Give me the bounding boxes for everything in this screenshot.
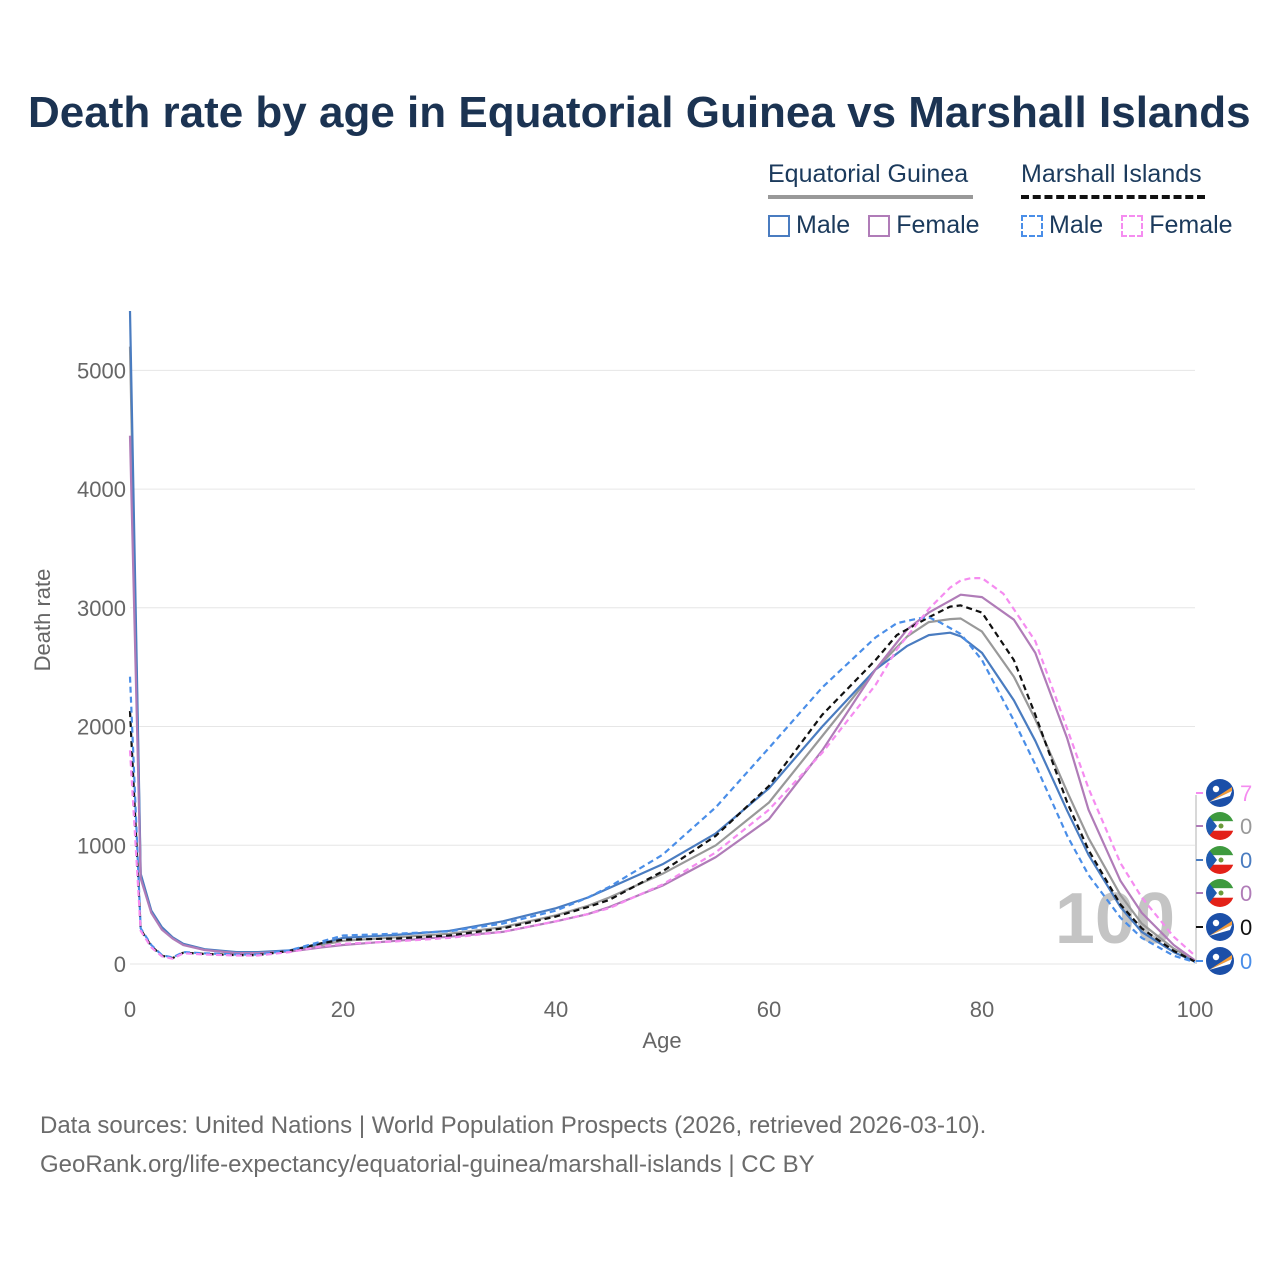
y-tick-label: 2000 — [77, 715, 126, 740]
flag-icon-marshall-islands — [1206, 779, 1234, 807]
flag-red — [1206, 897, 1234, 907]
footer-sources: Data sources: United Nations | World Pop… — [40, 1112, 987, 1139]
series-line-marshall-islands-total — [128, 604, 1196, 963]
flag-star — [1212, 919, 1220, 927]
flag-icon-marshall-islands — [1206, 947, 1234, 975]
y-tick-label: 1000 — [77, 833, 126, 858]
flag-icon-equatorial-guinea — [1206, 812, 1234, 840]
legend-item-eq-female[interactable]: Female — [868, 211, 980, 240]
series-line-marshall-islands-female — [128, 577, 1196, 960]
end-label-value: 0 — [1240, 848, 1252, 873]
flag-icon-equatorial-guinea — [1206, 879, 1234, 907]
legend-item-mh-male[interactable]: Male — [1021, 211, 1103, 240]
chart-title: Death rate by age in Equatorial Guinea v… — [28, 88, 1251, 137]
legend-swatch-mh-female — [1121, 214, 1144, 237]
flag-stripe-white — [1209, 791, 1232, 802]
y-tick-label: 3000 — [77, 596, 126, 621]
flag-green — [1206, 812, 1234, 822]
year-watermark: 100 — [1055, 879, 1175, 959]
flag-emblem — [1218, 823, 1224, 829]
flag-emblem — [1218, 857, 1224, 863]
series-line-equatorial-guinea-female — [128, 435, 1196, 962]
flag-body — [1206, 846, 1234, 874]
series-lines — [128, 310, 1196, 964]
flag-body — [1206, 812, 1234, 840]
series-line-equatorial-guinea-male — [128, 310, 1196, 963]
flag-stripe-orange — [1209, 955, 1232, 970]
flag-stripe-white — [1209, 959, 1232, 970]
flag-green — [1206, 879, 1234, 889]
x-tick-label: 20 — [331, 997, 355, 1022]
flag-green — [1206, 846, 1234, 856]
y-tick-label: 5000 — [77, 358, 126, 383]
legend-heading-equatorial-guinea: Equatorial Guinea — [768, 160, 969, 188]
legend-label-mh-female: Female — [1149, 211, 1233, 239]
end-label-value: 0 — [1240, 814, 1252, 839]
footer-url: GeoRank.org/life-expectancy/equatorial-g… — [40, 1151, 815, 1178]
footer: Data sources: United Nations | World Pop… — [40, 1106, 986, 1184]
flag-icon-marshall-islands — [1206, 913, 1234, 941]
x-tick-label: 0 — [124, 997, 136, 1022]
x-axis-ticks: 0 20 40 60 80 100 — [124, 997, 1213, 1022]
legend-group-marshall-islands[interactable]: Marshall Islands Male Female — [1021, 160, 1233, 240]
x-tick-label: 100 — [1177, 997, 1214, 1022]
x-tick-label: 80 — [970, 997, 994, 1022]
y-axis-label: Death rate — [30, 569, 55, 672]
legend-group-equatorial-guinea[interactable]: Equatorial Guinea Male Female — [768, 160, 980, 240]
legend-swatch-eq-female — [868, 214, 891, 237]
legend-swatch-mh-male — [1021, 214, 1043, 237]
y-axis-ticks: 0 1000 2000 3000 4000 5000 — [77, 358, 126, 977]
x-tick-label: 40 — [544, 997, 568, 1022]
flag-icon-equatorial-guinea — [1206, 846, 1234, 874]
end-labels: 7 0 0 0 0 0 — [1195, 779, 1252, 975]
flag-triangle — [1206, 846, 1217, 874]
flag-red — [1206, 864, 1234, 874]
end-label-value: 0 — [1240, 915, 1252, 940]
x-tick-label: 60 — [757, 997, 781, 1022]
legend-heading-marshall-islands: Marshall Islands — [1021, 160, 1202, 188]
legend-line-marshall-islands — [1021, 195, 1205, 199]
legend-line-equatorial-guinea — [768, 195, 973, 199]
flag-stripe-orange — [1209, 921, 1232, 936]
y-tick-label: 0 — [114, 952, 126, 977]
legend-label-eq-female: Female — [896, 211, 980, 239]
flag-stripe-orange — [1209, 787, 1232, 802]
legend-item-eq-male[interactable]: Male — [768, 211, 850, 240]
end-label-value: 0 — [1240, 949, 1252, 974]
flag-stripe-white — [1209, 925, 1232, 936]
legend-swatch-eq-male — [768, 214, 790, 237]
flag-emblem — [1218, 890, 1224, 896]
x-axis-label: Age — [642, 1028, 681, 1053]
flag-body — [1206, 879, 1234, 907]
flag-red — [1206, 830, 1234, 840]
end-label-value: 0 — [1240, 881, 1252, 906]
flag-triangle — [1206, 879, 1217, 907]
end-label-value: 7 — [1240, 781, 1252, 806]
grid-lines — [130, 369, 1195, 965]
flag-triangle — [1206, 812, 1217, 840]
y-tick-label: 4000 — [77, 477, 126, 502]
series-line-marshall-islands-male — [128, 616, 1196, 964]
flag-star — [1212, 785, 1220, 793]
legend-label-eq-male: Male — [796, 211, 851, 239]
flag-star — [1212, 953, 1220, 961]
legend-item-mh-female[interactable]: Female — [1121, 211, 1233, 240]
legend-label-mh-male: Male — [1049, 211, 1104, 239]
